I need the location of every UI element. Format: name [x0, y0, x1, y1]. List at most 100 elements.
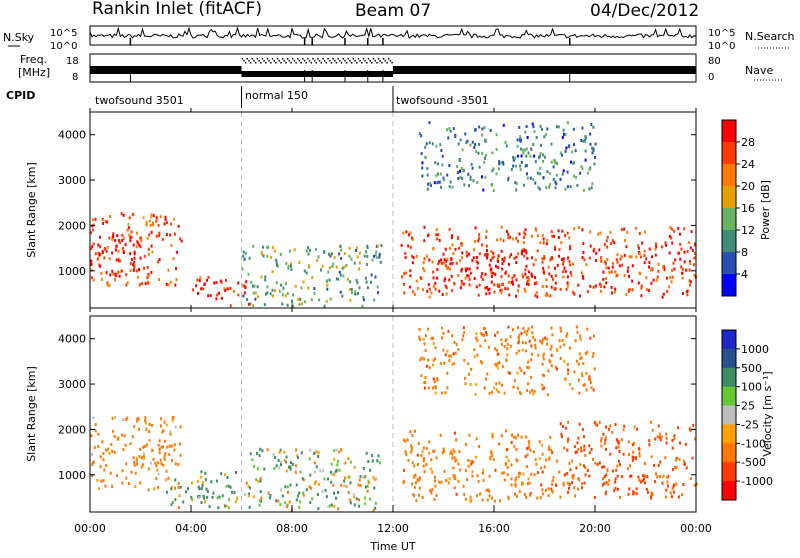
- echo-cell: [307, 252, 310, 256]
- echo-cell: [691, 249, 694, 252]
- echo-cell: [342, 274, 345, 278]
- echo-cell: [411, 254, 414, 258]
- colorbar-swatch: [722, 186, 736, 209]
- echo-cell: [133, 266, 136, 269]
- echo-cell: [572, 262, 574, 266]
- echo-cell: [464, 132, 467, 136]
- echo-cell: [546, 293, 549, 297]
- echo-cell: [453, 282, 456, 286]
- echo-cell: [572, 476, 575, 480]
- echo-cell: [258, 454, 261, 458]
- echo-cell: [343, 265, 346, 269]
- echo-cell: [556, 162, 559, 166]
- nave-tick-bottom: 0: [708, 72, 714, 83]
- echo-cell: [248, 505, 251, 509]
- echo-cell: [512, 155, 514, 159]
- echo-cell: [226, 476, 229, 479]
- echo-cell: [577, 225, 580, 229]
- echo-cell: [584, 454, 587, 457]
- echo-cell: [433, 380, 436, 384]
- echo-cell: [588, 451, 591, 455]
- echo-cell: [261, 253, 264, 256]
- echo-cell: [101, 277, 104, 281]
- echo-cell: [648, 289, 651, 293]
- echo-cell: [460, 243, 463, 247]
- echo-cell: [446, 257, 449, 261]
- echo-cell: [642, 474, 644, 478]
- echo-cell: [577, 487, 579, 491]
- echo-cell: [679, 242, 682, 246]
- echo-cell: [148, 430, 151, 434]
- echo-cell: [171, 459, 174, 463]
- echo-cell: [287, 266, 290, 270]
- echo-cell: [207, 275, 210, 279]
- echo-cell: [522, 241, 525, 244]
- echo-cell: [102, 458, 105, 462]
- nave-dot: [244, 62, 247, 64]
- echo-cell: [603, 481, 606, 485]
- echo-cell: [212, 491, 215, 495]
- echo-cell: [590, 448, 593, 451]
- echo-cell: [489, 129, 492, 132]
- echo-cell: [421, 495, 424, 499]
- echo-cell: [510, 483, 513, 487]
- echo-cell: [541, 488, 544, 492]
- echo-cell: [669, 235, 671, 238]
- echo-cell: [437, 172, 439, 176]
- echo-cell: [409, 285, 412, 289]
- echo-cell: [502, 123, 505, 127]
- echo-cell: [601, 465, 604, 469]
- nave-dot: [391, 62, 393, 64]
- echo-cell: [535, 281, 538, 285]
- colorbar-tick-label: 25: [741, 400, 755, 413]
- echo-cell: [577, 283, 580, 287]
- colorbar-swatch: [722, 367, 736, 388]
- echo-cell: [467, 172, 470, 176]
- echo-cell: [300, 451, 303, 455]
- echo-cell: [542, 159, 544, 163]
- echo-cell: [461, 251, 464, 255]
- echo-cell: [227, 484, 230, 488]
- echo-cell: [542, 337, 545, 341]
- nsearch-tick-bottom: 10^0: [708, 41, 735, 52]
- echo-cell: [601, 483, 604, 487]
- echo-cell: [485, 489, 488, 492]
- echo-cell: [150, 215, 153, 219]
- echo-cell: [378, 461, 381, 465]
- echo-cell: [142, 452, 145, 456]
- echo-cell: [682, 483, 685, 486]
- echo-cell: [528, 339, 531, 343]
- echo-cell: [169, 280, 172, 284]
- echo-cell: [167, 283, 170, 287]
- ytick-label: 1000: [58, 469, 86, 482]
- echo-cell: [410, 444, 413, 448]
- echo-cell: [418, 328, 421, 331]
- echo-cell: [537, 185, 540, 189]
- ytick-label: 3000: [58, 174, 86, 187]
- echo-cell: [583, 435, 585, 439]
- echo-cell: [245, 280, 248, 284]
- echo-cell: [423, 269, 426, 273]
- echo-cell: [459, 169, 461, 173]
- echo-cell: [92, 223, 95, 227]
- echo-cell: [500, 249, 503, 253]
- echo-cell: [473, 348, 476, 352]
- echo-cell: [562, 128, 565, 132]
- echo-cell: [333, 504, 336, 508]
- echo-cell: [442, 447, 445, 451]
- echo-cell: [476, 256, 478, 259]
- echo-cell: [115, 474, 118, 478]
- echo-cell: [92, 416, 95, 420]
- echo-cell: [488, 474, 491, 478]
- echo-cell: [549, 172, 552, 176]
- echo-cell: [148, 423, 151, 426]
- echo-cell: [413, 485, 416, 489]
- echo-cell: [319, 268, 322, 272]
- echo-cell: [562, 257, 565, 261]
- echo-cell: [656, 435, 659, 439]
- echo-cell: [440, 258, 443, 262]
- echo-cell: [566, 448, 569, 452]
- echo-cell: [520, 435, 523, 439]
- echo-cell: [215, 479, 218, 483]
- echo-cell: [122, 418, 125, 422]
